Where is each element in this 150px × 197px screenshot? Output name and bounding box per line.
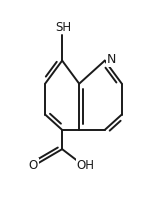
Text: OH: OH bbox=[77, 159, 95, 172]
Text: SH: SH bbox=[55, 21, 71, 34]
Text: O: O bbox=[29, 159, 38, 172]
Text: N: N bbox=[106, 53, 116, 66]
